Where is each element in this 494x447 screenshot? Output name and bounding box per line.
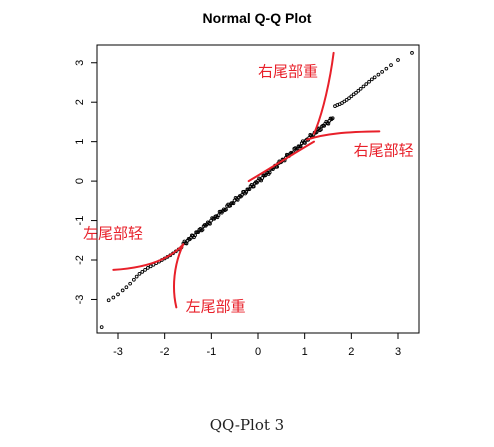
sample-point: [128, 281, 132, 286]
annotation-label: 左尾部重: [186, 297, 246, 315]
sample-point: [275, 164, 280, 169]
sample-point: [358, 86, 363, 91]
qq-plot-figure: Normal Q-Q Plot -3 -2 -1 0 1 2 3 -3 -2 -1 0 1 2 3 右尾…: [74, 10, 420, 358]
sample-point: [216, 213, 221, 218]
x-tick-label: 1: [302, 346, 308, 358]
sample-point: [120, 288, 125, 293]
x-tick-label: -1: [206, 346, 216, 358]
sample-point: [134, 274, 139, 279]
annotation-curve: [173, 243, 185, 309]
sample-point: [380, 69, 384, 74]
sample-point: [124, 285, 129, 290]
x-tick-label: 0: [255, 346, 261, 358]
sample-point: [143, 268, 147, 272]
x-tick-label: 3: [395, 346, 401, 358]
sample-point: [319, 127, 323, 132]
sample-points: [99, 51, 414, 329]
y-tick-label: 0: [74, 178, 86, 184]
chart-title: Normal Q-Q Plot: [203, 10, 312, 26]
sample-point: [396, 58, 400, 62]
sample-point: [132, 277, 136, 282]
sample-point: [267, 170, 272, 175]
x-axis: -3 -2 -1 0 1 2 3: [113, 333, 401, 358]
sample-point: [116, 292, 120, 297]
sample-point: [106, 298, 111, 303]
sample-point: [140, 270, 145, 274]
sample-point: [356, 88, 361, 93]
x-tick-label: 2: [348, 346, 354, 358]
x-tick-label: -3: [113, 346, 123, 358]
y-tick-label: 2: [74, 99, 86, 105]
x-tick-label: -2: [160, 346, 170, 358]
sample-point: [208, 221, 212, 226]
sample-point: [370, 77, 374, 82]
sample-point: [384, 66, 389, 71]
sample-point: [148, 264, 153, 269]
sample-point: [137, 271, 142, 276]
annotation-curve: [306, 130, 381, 141]
sample-point: [298, 144, 303, 149]
y-axis: -3 -2 -1 0 1 2 3: [74, 60, 97, 305]
annotation-curve: [313, 51, 335, 135]
plot-frame: [96, 44, 420, 334]
sample-point: [200, 227, 205, 232]
sample-point: [372, 75, 377, 80]
sample-point: [330, 116, 335, 121]
sample-point: [410, 51, 414, 55]
sample-point: [99, 325, 104, 329]
sample-point: [364, 82, 369, 86]
sample-point: [389, 63, 393, 67]
sample-point: [240, 193, 244, 197]
sample-point: [326, 121, 331, 126]
y-tick-label: -3: [74, 295, 86, 305]
sample-point: [146, 266, 150, 270]
sample-point: [349, 94, 354, 99]
annotation-label: 右尾部轻: [354, 141, 414, 159]
sample-point: [347, 96, 351, 101]
annotation-label: 左尾部轻: [83, 224, 143, 242]
figure-caption: QQ-Plot 3: [209, 416, 285, 434]
y-tick-label: 1: [74, 139, 86, 145]
sample-point: [376, 72, 381, 77]
y-tick-label: -2: [74, 255, 86, 265]
sample-point: [193, 233, 197, 238]
annotation-curve: [112, 243, 185, 271]
sample-point: [224, 207, 228, 212]
annotation-label: 右尾部重: [258, 63, 318, 81]
annotation-curve: [247, 140, 315, 183]
y-tick-label: -1: [74, 216, 86, 226]
sample-point: [367, 79, 371, 84]
sample-point: [111, 295, 116, 300]
y-tick-label: 3: [74, 60, 86, 66]
sample-point: [361, 84, 366, 89]
sample-point: [354, 90, 358, 95]
sample-point: [251, 184, 256, 189]
